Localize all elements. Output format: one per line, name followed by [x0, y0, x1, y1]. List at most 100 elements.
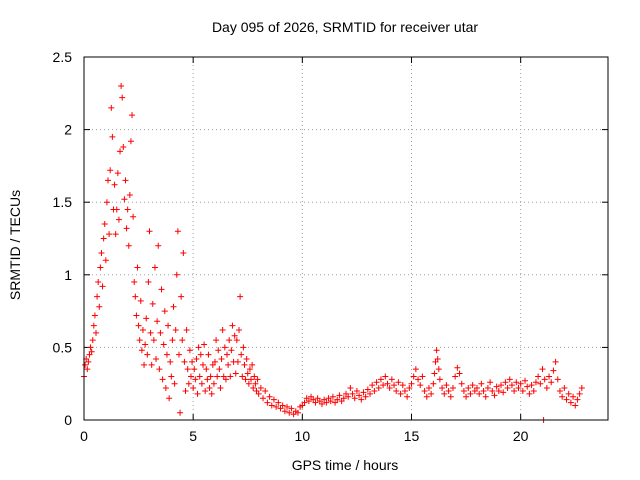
data-point: [242, 376, 249, 383]
data-point: [179, 337, 186, 344]
data-point: [421, 387, 428, 394]
data-point: [117, 148, 124, 155]
data-point: [506, 376, 513, 383]
data-point: [195, 344, 202, 351]
data-point: [121, 196, 128, 203]
data-point: [377, 376, 384, 383]
data-point: [87, 344, 94, 351]
data-point: [180, 250, 187, 257]
data-point: [89, 337, 96, 344]
data-point: [100, 235, 107, 242]
data-point: [537, 380, 544, 387]
data-point: [351, 395, 358, 402]
data-point: [264, 399, 271, 406]
data-point: [170, 303, 177, 310]
data-point: [125, 242, 132, 249]
data-point: [362, 393, 369, 400]
data-point: [567, 399, 574, 406]
data-point: [456, 370, 463, 377]
data-point: [358, 396, 365, 403]
data-point: [168, 373, 175, 380]
data-point: [101, 220, 108, 227]
data-point: [559, 393, 566, 400]
data-point: [234, 358, 241, 365]
data-point: [111, 181, 118, 188]
data-point: [225, 361, 232, 368]
data-point: [524, 383, 531, 390]
data-point: [124, 206, 131, 213]
data-point: [463, 393, 470, 400]
data-point: [105, 177, 112, 184]
data-point: [245, 380, 252, 387]
data-point: [202, 387, 209, 394]
y-axis-label: SRMTID / TECUs: [7, 190, 23, 300]
data-point: [221, 344, 228, 351]
data-point: [572, 402, 579, 409]
data-point: [375, 385, 382, 392]
data-point: [489, 387, 496, 394]
data-point: [213, 337, 220, 344]
data-point: [199, 361, 206, 368]
data-point: [103, 199, 110, 206]
data-point: [273, 403, 280, 410]
data-point: [166, 395, 173, 402]
data-point: [478, 380, 485, 387]
data-point: [458, 380, 465, 387]
data-point: [132, 293, 139, 300]
data-point: [162, 385, 169, 392]
chart-title: Day 095 of 2026, SRMTID for receiver uta…: [212, 19, 478, 35]
data-point: [460, 387, 467, 394]
data-point: [469, 382, 476, 389]
data-point: [113, 206, 120, 213]
data-point: [155, 242, 162, 249]
data-point: [513, 379, 520, 386]
tick-marks: [83, 56, 608, 421]
data-point: [252, 380, 259, 387]
data-point: [131, 279, 138, 286]
data-point: [212, 358, 218, 365]
data-point: [423, 393, 430, 400]
data-point: [249, 361, 256, 368]
data-point: [329, 393, 336, 400]
data-point: [167, 358, 174, 365]
data-point: [227, 373, 234, 380]
data-point: [415, 376, 422, 383]
data-point: [193, 356, 200, 363]
data-point: [163, 351, 170, 358]
data-point: [241, 361, 248, 368]
data-point: [356, 392, 363, 399]
y-tick-label: 0.5: [53, 339, 73, 355]
data-point: [561, 385, 568, 392]
data-point: [353, 387, 360, 394]
data-point: [391, 382, 398, 389]
data-point: [181, 358, 188, 365]
data-point: [336, 392, 343, 399]
data-point: [386, 385, 393, 392]
data-point: [144, 351, 151, 358]
data-point: [112, 231, 119, 238]
data-point: [192, 376, 199, 383]
data-point: [565, 390, 572, 397]
data-point: [294, 409, 301, 416]
data-point: [222, 376, 229, 383]
data-point: [191, 366, 198, 373]
data-point: [119, 94, 126, 101]
data-point: [530, 387, 537, 394]
data-point: [149, 300, 156, 307]
data-point: [428, 390, 435, 397]
data-point: [552, 358, 559, 365]
data-point: [248, 376, 255, 383]
data-point: [517, 380, 524, 387]
data-point: [408, 380, 415, 387]
data-point: [539, 366, 546, 373]
data-point: [239, 373, 246, 380]
data-point: [260, 395, 267, 402]
data-point: [449, 385, 456, 392]
data-point: [474, 385, 480, 392]
data-point: [122, 177, 129, 184]
data-point: [109, 133, 116, 140]
data-point: [159, 376, 166, 383]
data-point: [417, 382, 424, 389]
data-point: [382, 373, 389, 380]
